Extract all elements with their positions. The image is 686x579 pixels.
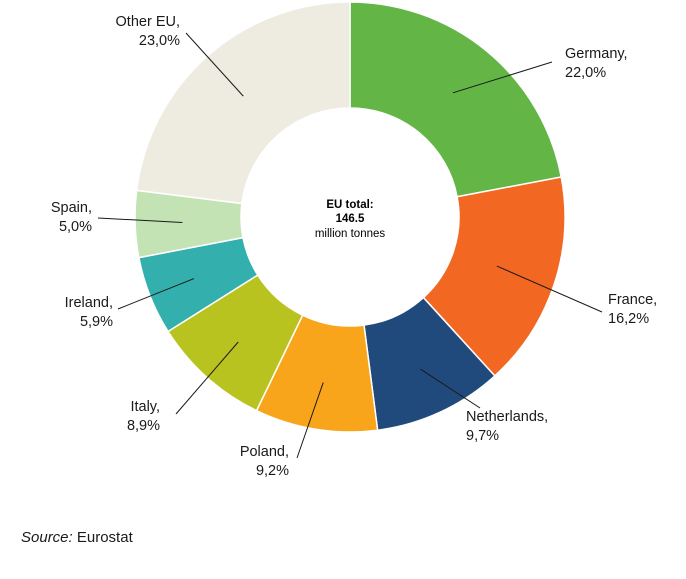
center-label-line3: million tonnes — [315, 228, 386, 240]
leader-line-poland — [296, 382, 324, 459]
slice-germany — [349, 1, 563, 198]
slice-label-italy: Italy, — [130, 399, 160, 415]
slice-value-other-eu: 23,0% — [139, 33, 180, 49]
center-label-line2: 146.5 — [336, 213, 365, 225]
slice-value-spain: 5,0% — [59, 219, 92, 235]
slice-value-france: 16,2% — [608, 311, 649, 327]
slice-value-ireland: 5,9% — [80, 314, 113, 330]
slice-value-germany: 22,0% — [565, 65, 606, 81]
slice-value-netherlands: 9,7% — [466, 428, 499, 444]
leader-line-netherlands — [420, 368, 481, 409]
donut-chart: Germany, 22,0% France, 16,2% Netherlands, 9,7… — [51, 1, 657, 479]
leader-line-france — [496, 265, 603, 313]
slice-label-germany: Germany, — [565, 46, 628, 62]
slice-label-france: France, — [608, 292, 657, 308]
slice-label-spain: Spain, — [51, 200, 92, 216]
leader-line-italy — [175, 341, 239, 415]
leader-line-germany — [452, 61, 553, 94]
leader-lines-group — [97, 32, 603, 459]
labels-group: Germany, 22,0% France, 16,2% Netherlands, 9,7… — [51, 14, 657, 479]
source-prefix: Source: — [21, 529, 73, 546]
slice-label-poland: Poland, — [240, 444, 289, 460]
slice-value-poland: 9,2% — [256, 463, 289, 479]
slice-label-netherlands: Netherlands, — [466, 409, 548, 425]
slice-value-italy: 8,9% — [127, 418, 160, 434]
slice-label-other-eu: Other EU, — [116, 14, 180, 30]
slice-france — [422, 176, 566, 377]
source-note: Source: Eurostat — [21, 529, 133, 546]
source-text: Eurostat — [76, 529, 133, 546]
leader-line-ireland — [117, 278, 195, 310]
slice-label-ireland: Ireland, — [65, 295, 113, 311]
slice-other-eu — [135, 1, 351, 205]
center-label-line1: EU total: — [326, 199, 373, 211]
slices-group — [134, 1, 566, 433]
leader-line-other-eu — [185, 32, 244, 97]
leader-line-spain — [97, 217, 183, 224]
